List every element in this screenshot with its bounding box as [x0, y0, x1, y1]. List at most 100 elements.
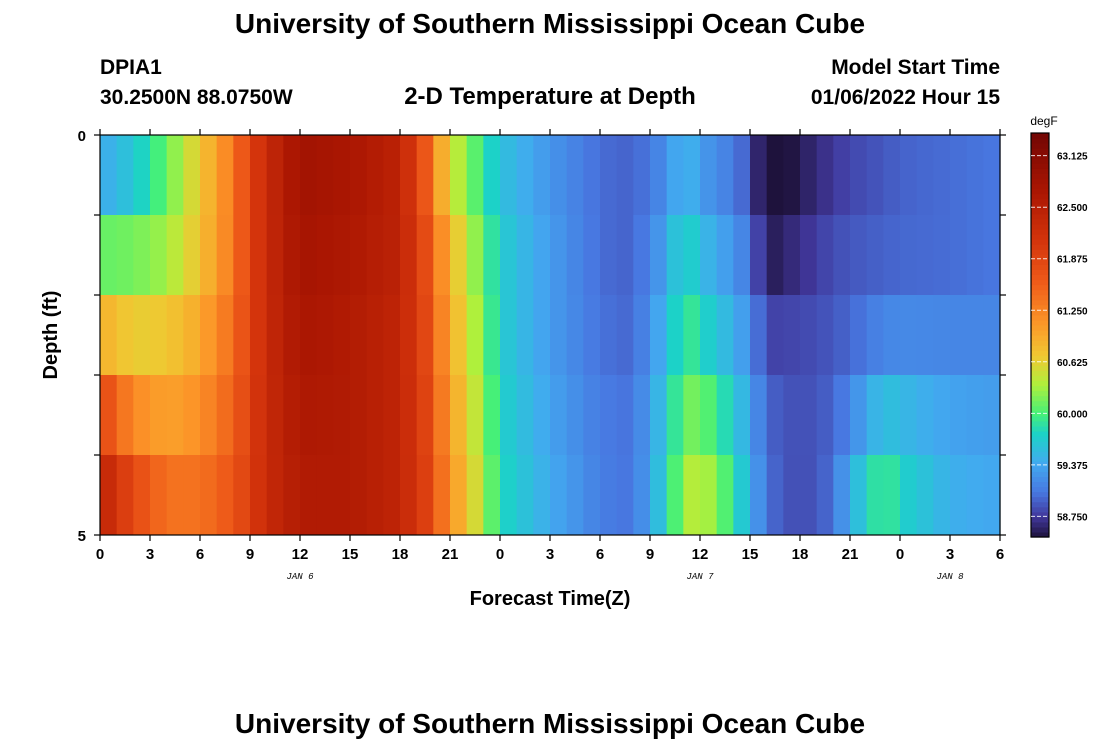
heatmap-cell [400, 375, 418, 455]
heatmap-cell [833, 455, 851, 535]
heatmap-cell [400, 135, 418, 215]
heatmap-cell [483, 295, 501, 375]
colorbar-tick-label: 61.250 [1057, 306, 1088, 317]
heatmap-cell [733, 295, 751, 375]
heatmap-cell [816, 135, 834, 215]
heatmap-cell [183, 455, 201, 535]
x-tick-label: 9 [646, 546, 654, 563]
heatmap-cell [550, 295, 568, 375]
heatmap-cell [500, 375, 518, 455]
heatmap-cell [666, 215, 684, 295]
heatmap-cell [816, 215, 834, 295]
x-tick-label: 12 [292, 546, 309, 563]
heatmap-cell [883, 295, 901, 375]
colorbar-segment [1031, 380, 1049, 387]
heatmap-cell [316, 215, 334, 295]
heatmap-cell [916, 215, 934, 295]
heatmap-cell [566, 215, 584, 295]
heatmap-cell [983, 375, 1001, 455]
heatmap-cell [600, 215, 618, 295]
heatmap-cell [483, 375, 501, 455]
heatmap-cell [516, 295, 534, 375]
heatmap-cell [916, 135, 934, 215]
heatmap-cell [583, 455, 601, 535]
colorbar-tick-label: 63.125 [1057, 152, 1088, 163]
heatmap-cell [400, 295, 418, 375]
heatmap-cell [466, 135, 484, 215]
colorbar-segment [1031, 299, 1049, 306]
colorbar-segment [1031, 193, 1049, 200]
heatmap-cell [933, 295, 951, 375]
station-coordinates: 30.2500N 88.0750W [100, 86, 293, 109]
heatmap-cell [366, 215, 384, 295]
heatmap-cell [783, 135, 801, 215]
heatmap-cell [300, 215, 318, 295]
heatmap-cell [483, 215, 501, 295]
heatmap-cell [266, 135, 284, 215]
heatmap-cell [483, 135, 501, 215]
colorbar-segment [1031, 208, 1049, 215]
heatmap-cell [350, 455, 368, 535]
heatmap-cell [600, 455, 618, 535]
heatmap-cell [683, 135, 701, 215]
heatmap-cell [900, 455, 918, 535]
heatmap-cell [916, 295, 934, 375]
x-tick-label: 15 [342, 546, 359, 563]
colorbar-segment [1031, 138, 1049, 144]
heatmap-cell [750, 455, 768, 535]
colorbar-segment [1031, 239, 1049, 245]
colorbar-segment [1031, 370, 1049, 376]
heatmap-cell [416, 375, 434, 455]
x-tick-label: 15 [742, 546, 759, 563]
heatmap-cell [783, 375, 801, 455]
heatmap-cell [600, 135, 618, 215]
heatmap-cell [516, 375, 534, 455]
colorbar-segment [1031, 516, 1049, 523]
heatmap-cell [316, 455, 334, 535]
colorbar-segment [1031, 203, 1049, 210]
heatmap-cell [966, 135, 984, 215]
heatmap-cell [983, 295, 1001, 375]
heatmap-cell [633, 455, 651, 535]
x-tick-label: 0 [896, 546, 904, 563]
colorbar-tick-label: 60.625 [1057, 358, 1088, 369]
colorbar-segment [1031, 173, 1049, 180]
heatmap-cell [366, 375, 384, 455]
heatmap-cell [416, 215, 434, 295]
colorbar-segment [1031, 244, 1049, 250]
heatmap-cell [533, 135, 551, 215]
heatmap-cell [583, 215, 601, 295]
heatmap-cell [750, 215, 768, 295]
heatmap-cell [666, 455, 684, 535]
model-start-value: 01/06/2022 Hour 15 [810, 86, 1000, 109]
colorbar-segment [1031, 395, 1049, 402]
y-axis-label: Depth (ft) [40, 291, 62, 380]
heatmap-cell [266, 375, 284, 455]
heatmap-cell [633, 215, 651, 295]
heatmap-cell [800, 455, 818, 535]
heatmap-cell [683, 455, 701, 535]
heatmap-cell [666, 295, 684, 375]
heatmap-cell [566, 295, 584, 375]
colorbar-segment [1031, 506, 1049, 513]
heatmap-cell [600, 295, 618, 375]
colorbar-segment [1031, 385, 1049, 392]
heatmap-cell [883, 375, 901, 455]
heatmap-cell [983, 135, 1001, 215]
heatmap-cell [350, 135, 368, 215]
heatmap-cell [116, 455, 134, 535]
heatmap-cell [783, 295, 801, 375]
heatmap-cell [183, 215, 201, 295]
heatmap-cell [733, 455, 751, 535]
heatmap-cell [533, 215, 551, 295]
heatmap-cell [166, 295, 184, 375]
heatmap-cell [283, 295, 301, 375]
heatmap-cell [966, 295, 984, 375]
model-start-label: Model Start Time [831, 56, 1000, 79]
heatmap-cell [633, 375, 651, 455]
heatmap-cell [750, 135, 768, 215]
heatmap-cell [500, 295, 518, 375]
heatmap-cell [866, 295, 884, 375]
heatmap-cell [233, 295, 251, 375]
heatmap-cell [433, 375, 451, 455]
